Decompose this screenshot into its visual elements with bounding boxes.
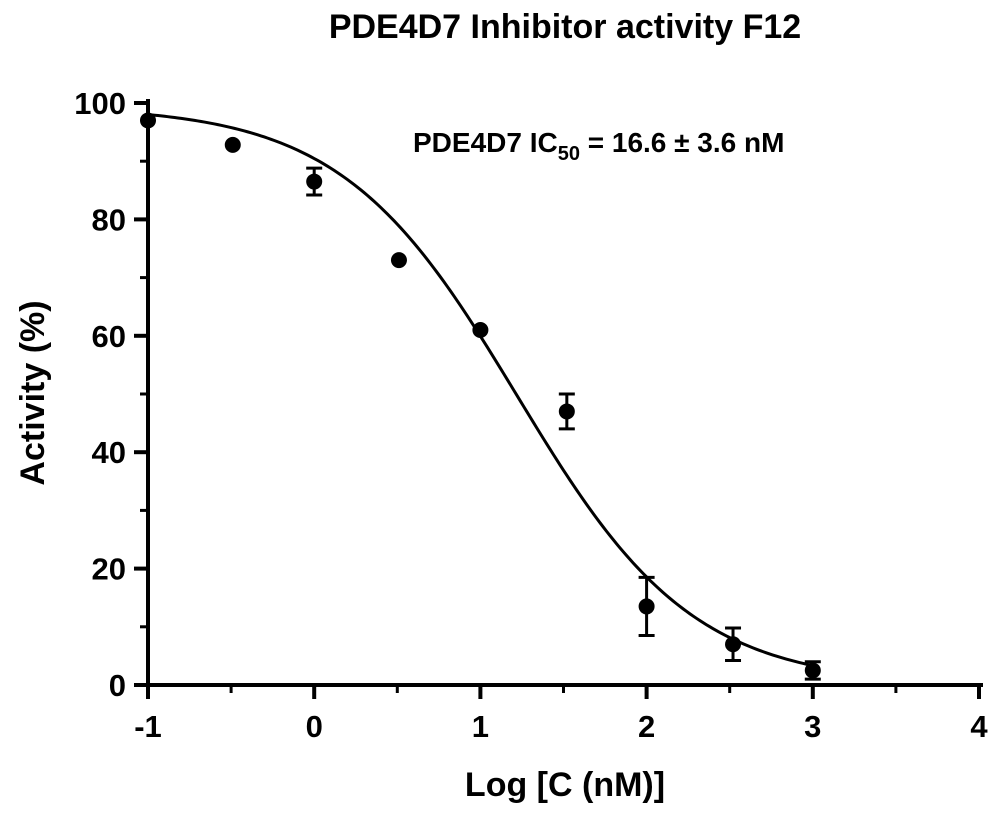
data-point <box>804 662 821 679</box>
x-tick-label: 2 <box>638 709 655 744</box>
x-tick-label: 3 <box>804 709 821 744</box>
fit-curve-layer <box>147 113 814 668</box>
y-tick-label: 100 <box>74 86 126 121</box>
x-tick-label: -1 <box>134 709 162 744</box>
data-point <box>224 136 241 153</box>
data-point <box>725 636 742 653</box>
y-tick-label: 40 <box>92 435 126 470</box>
data-point <box>306 173 323 190</box>
y-tick-label: 60 <box>92 319 126 354</box>
y-tick-label: 80 <box>92 202 126 237</box>
data-point <box>558 403 575 420</box>
fit-curve <box>147 113 814 668</box>
x-tick-label: 0 <box>306 709 323 744</box>
data-point <box>140 112 156 129</box>
ic50-annotation: PDE4D7 IC50 = 16.6 ± 3.6 nM <box>413 127 784 165</box>
ic50-annotation-prefix: PDE4D7 IC <box>413 127 558 158</box>
ic50-annotation-value: = 16.6 ± 3.6 nM <box>580 127 784 158</box>
data-points-layer <box>140 112 821 681</box>
chart-title: PDE4D7 Inhibitor activity F12 <box>329 8 801 46</box>
y-tick-label: 20 <box>92 552 126 587</box>
x-tick-label: 1 <box>472 709 489 744</box>
y-axis-title: Activity (%) <box>14 300 52 485</box>
x-axis-title: Log [C (nM)] <box>465 766 665 804</box>
data-point <box>638 598 655 615</box>
data-point <box>390 252 407 269</box>
x-tick-label: 4 <box>970 709 988 744</box>
data-point <box>472 321 489 338</box>
ic50-annotation-subscript: 50 <box>558 143 580 165</box>
y-tick-label: 0 <box>109 668 126 703</box>
